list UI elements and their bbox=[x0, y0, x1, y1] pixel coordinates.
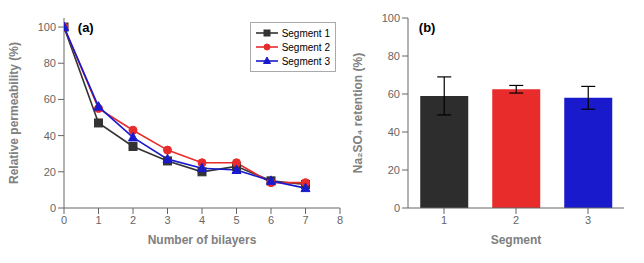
svg-text:5: 5 bbox=[233, 214, 239, 226]
svg-text:3: 3 bbox=[164, 214, 170, 226]
svg-text:80: 80 bbox=[44, 57, 56, 69]
svg-text:Relative permeability (%): Relative permeability (%) bbox=[8, 42, 21, 184]
html-text:Segment 1: Segment 1 bbox=[281, 27, 330, 39]
html-text:(a): (a) bbox=[77, 20, 94, 35]
svg-text:1: 1 bbox=[95, 214, 101, 226]
svg-text:2: 2 bbox=[130, 214, 136, 226]
svg-text:6: 6 bbox=[268, 214, 274, 226]
svg-text:4: 4 bbox=[199, 214, 205, 226]
svg-text:100: 100 bbox=[382, 12, 400, 24]
svg-text:60: 60 bbox=[44, 93, 56, 105]
svg-text:Segment: Segment bbox=[491, 233, 542, 247]
html-text:Segment 3: Segment 3 bbox=[281, 55, 330, 67]
svg-text:0: 0 bbox=[394, 202, 400, 214]
svg-text:100: 100 bbox=[38, 21, 56, 33]
svg-text:20: 20 bbox=[44, 166, 56, 178]
svg-text:40: 40 bbox=[44, 130, 56, 142]
html-text:Segment 2: Segment 2 bbox=[281, 41, 330, 53]
svg-text:Number of bilayers: Number of bilayers bbox=[148, 233, 257, 247]
svg-text:20: 20 bbox=[388, 164, 400, 176]
svg-text:Na₂SO₄ retention (%): Na₂SO₄ retention (%) bbox=[352, 53, 365, 173]
svg-text:60: 60 bbox=[388, 88, 400, 100]
svg-text:0: 0 bbox=[50, 202, 56, 214]
html-text:(b): (b) bbox=[418, 20, 436, 35]
svg-text:3: 3 bbox=[585, 214, 591, 226]
svg-text:2: 2 bbox=[513, 214, 519, 226]
svg-text:40: 40 bbox=[388, 126, 400, 138]
svg-text:1: 1 bbox=[441, 214, 447, 226]
svg-text:7: 7 bbox=[302, 214, 308, 226]
svg-text:80: 80 bbox=[388, 50, 400, 62]
svg-text:0: 0 bbox=[61, 214, 67, 226]
svg-text:8: 8 bbox=[337, 214, 343, 226]
